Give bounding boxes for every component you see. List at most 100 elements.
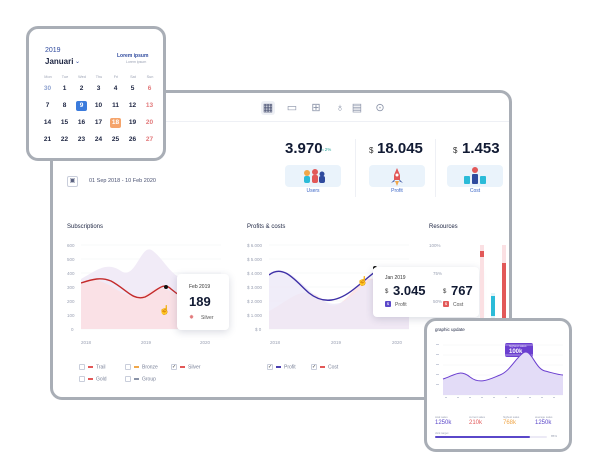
y-tick: $ 5.000 — [247, 257, 263, 262]
lorem-subtitle: Lorem ipsum — [126, 60, 147, 64]
checkbox-checked[interactable]: ✓ — [311, 364, 317, 370]
legend-trail[interactable]: Trail — [79, 364, 106, 370]
checkbox[interactable] — [125, 376, 131, 382]
profit-value: 18.045 — [377, 140, 423, 157]
legend-silver[interactable]: ✓ Silver — [171, 364, 201, 371]
profit-badge-icon: $ — [385, 301, 391, 307]
calendar-day[interactable]: 15 — [60, 119, 69, 126]
calendar-day[interactable]: 2 — [79, 85, 84, 92]
tooltip-value: 189 — [189, 294, 211, 309]
weekday-label: Wed — [78, 75, 86, 79]
legend-cost[interactable]: ✓ Cost — [311, 364, 339, 371]
calendar-day[interactable]: 3 — [96, 85, 101, 92]
calendar-day[interactable]: 23 — [77, 136, 86, 143]
y-tick: $ 2.000 — [247, 299, 263, 304]
weekday-label: Sun — [146, 75, 154, 79]
coins-icon[interactable]: ⊙ — [375, 102, 385, 114]
x-tick: 2018 — [81, 340, 92, 345]
y-tick: 500 — [67, 257, 75, 262]
y-tick: 100 — [67, 313, 75, 318]
weekday-label: Tue — [61, 75, 69, 79]
weekday-label: Mon — [44, 75, 52, 79]
checkbox[interactable] — [79, 364, 85, 370]
calendar-day[interactable]: 14 — [43, 119, 52, 126]
calendar-icon[interactable]: ▣ — [67, 176, 78, 187]
calendar-day[interactable]: 12 — [128, 102, 137, 109]
weekday-label: Sat — [130, 75, 136, 79]
group-swatch — [134, 378, 139, 380]
legend-gold[interactable]: Gold — [79, 376, 107, 382]
users-label: Users — [306, 188, 320, 194]
calendar-day[interactable]: 22 — [60, 136, 69, 143]
calendar-day[interactable]: 21 — [43, 136, 52, 143]
checkbox-checked[interactable]: ✓ — [267, 364, 273, 370]
progress-fill — [435, 436, 531, 438]
calendar-day[interactable]: 18 — [110, 118, 121, 128]
subscriptions-hover-point — [164, 285, 168, 289]
progress-value: 85% — [551, 434, 558, 438]
stat-label: highest sales — [503, 415, 520, 419]
calendar-year: 2019 — [45, 47, 61, 54]
checkbox[interactable] — [79, 376, 85, 382]
resource-bar — [480, 251, 484, 257]
grid-icon[interactable]: ▦ — [261, 101, 275, 115]
legend-profit[interactable]: ✓ Profit — [267, 364, 296, 371]
cost-currency: $ — [453, 146, 458, 155]
checkbox-checked[interactable]: ✓ — [171, 364, 177, 370]
tooltip-date: Feb 2019 — [189, 284, 211, 290]
graphic-plot — [436, 344, 564, 398]
cost-illustration — [447, 165, 503, 187]
gift-icon[interactable]: ⊞ — [311, 102, 321, 114]
cost-currency: $ — [443, 289, 447, 295]
y-tick: 100% — [429, 243, 441, 248]
calendar-day[interactable]: 25 — [111, 136, 120, 143]
tooltip-profit-value: 3.045 — [393, 283, 426, 298]
tooltip-cost-label: Cost — [453, 302, 464, 308]
calendar-day[interactable]: 20 — [145, 119, 154, 126]
y-tick: 200 — [67, 299, 75, 304]
stat-value: 210k — [469, 420, 483, 426]
profit-currency: $ — [369, 146, 374, 155]
calendar-day[interactable]: 6 — [147, 85, 152, 92]
legend-group[interactable]: Group — [125, 376, 156, 382]
calendar-month[interactable]: Januari — [45, 57, 74, 66]
date-range[interactable]: 01 Sep 2018 - 10 Feb 2020 — [89, 178, 156, 184]
calendar-day[interactable]: 17 — [94, 119, 103, 126]
stat-label: current sales — [469, 415, 486, 419]
tooltip-profit-label: Profit — [395, 302, 407, 308]
users-delta: ⤷ 2% — [321, 147, 332, 152]
trail-swatch — [88, 366, 93, 368]
calendar-day[interactable]: 27 — [145, 136, 154, 143]
money-icon[interactable]: ▤ — [351, 102, 363, 114]
lorem-title: Lorem ipsum — [117, 53, 149, 59]
checkbox[interactable] — [125, 364, 131, 370]
y-tick: $ 3.000 — [247, 285, 263, 290]
calendar-day[interactable]: 1 — [62, 85, 67, 92]
calendar-day[interactable]: 9 — [76, 101, 87, 111]
calendar-day[interactable]: 26 — [128, 136, 137, 143]
chevron-down-icon[interactable]: ⌄ — [75, 59, 81, 65]
rocket-icon[interactable]: ♁ — [335, 102, 345, 114]
cost-value: 1.453 — [462, 140, 500, 157]
calendar-day[interactable]: 7 — [45, 102, 50, 109]
calendar-day[interactable]: 8 — [62, 102, 67, 109]
graphic-title: graphic update — [435, 327, 465, 332]
calendar-day[interactable]: 4 — [113, 85, 118, 92]
calendar-day[interactable]: 30 — [43, 85, 52, 92]
stat-divider — [435, 139, 436, 197]
calendar-day[interactable]: 16 — [77, 119, 86, 126]
legend-bronze[interactable]: Bronze — [125, 364, 158, 370]
profits-tooltip: Jan 2019 $ 3.045 $ Profit $ 767 $ Cost — [373, 267, 479, 317]
calendar-day[interactable]: 13 — [145, 102, 154, 109]
calendar-day[interactable]: 19 — [128, 119, 137, 126]
calendar-day[interactable]: 10 — [94, 102, 103, 109]
x-tick: 2020 — [200, 340, 211, 345]
calendar-day[interactable]: 24 — [94, 136, 103, 143]
calendar-day[interactable]: 11 — [112, 102, 119, 109]
y-tick: 300 — [67, 285, 75, 290]
x-tick: 2020 — [392, 340, 403, 345]
hand-cursor-icon: ☝ — [159, 305, 171, 315]
wallet-icon[interactable]: ▭ — [286, 102, 298, 114]
cost-badge-icon: $ — [443, 301, 449, 307]
calendar-day[interactable]: 5 — [130, 85, 135, 92]
